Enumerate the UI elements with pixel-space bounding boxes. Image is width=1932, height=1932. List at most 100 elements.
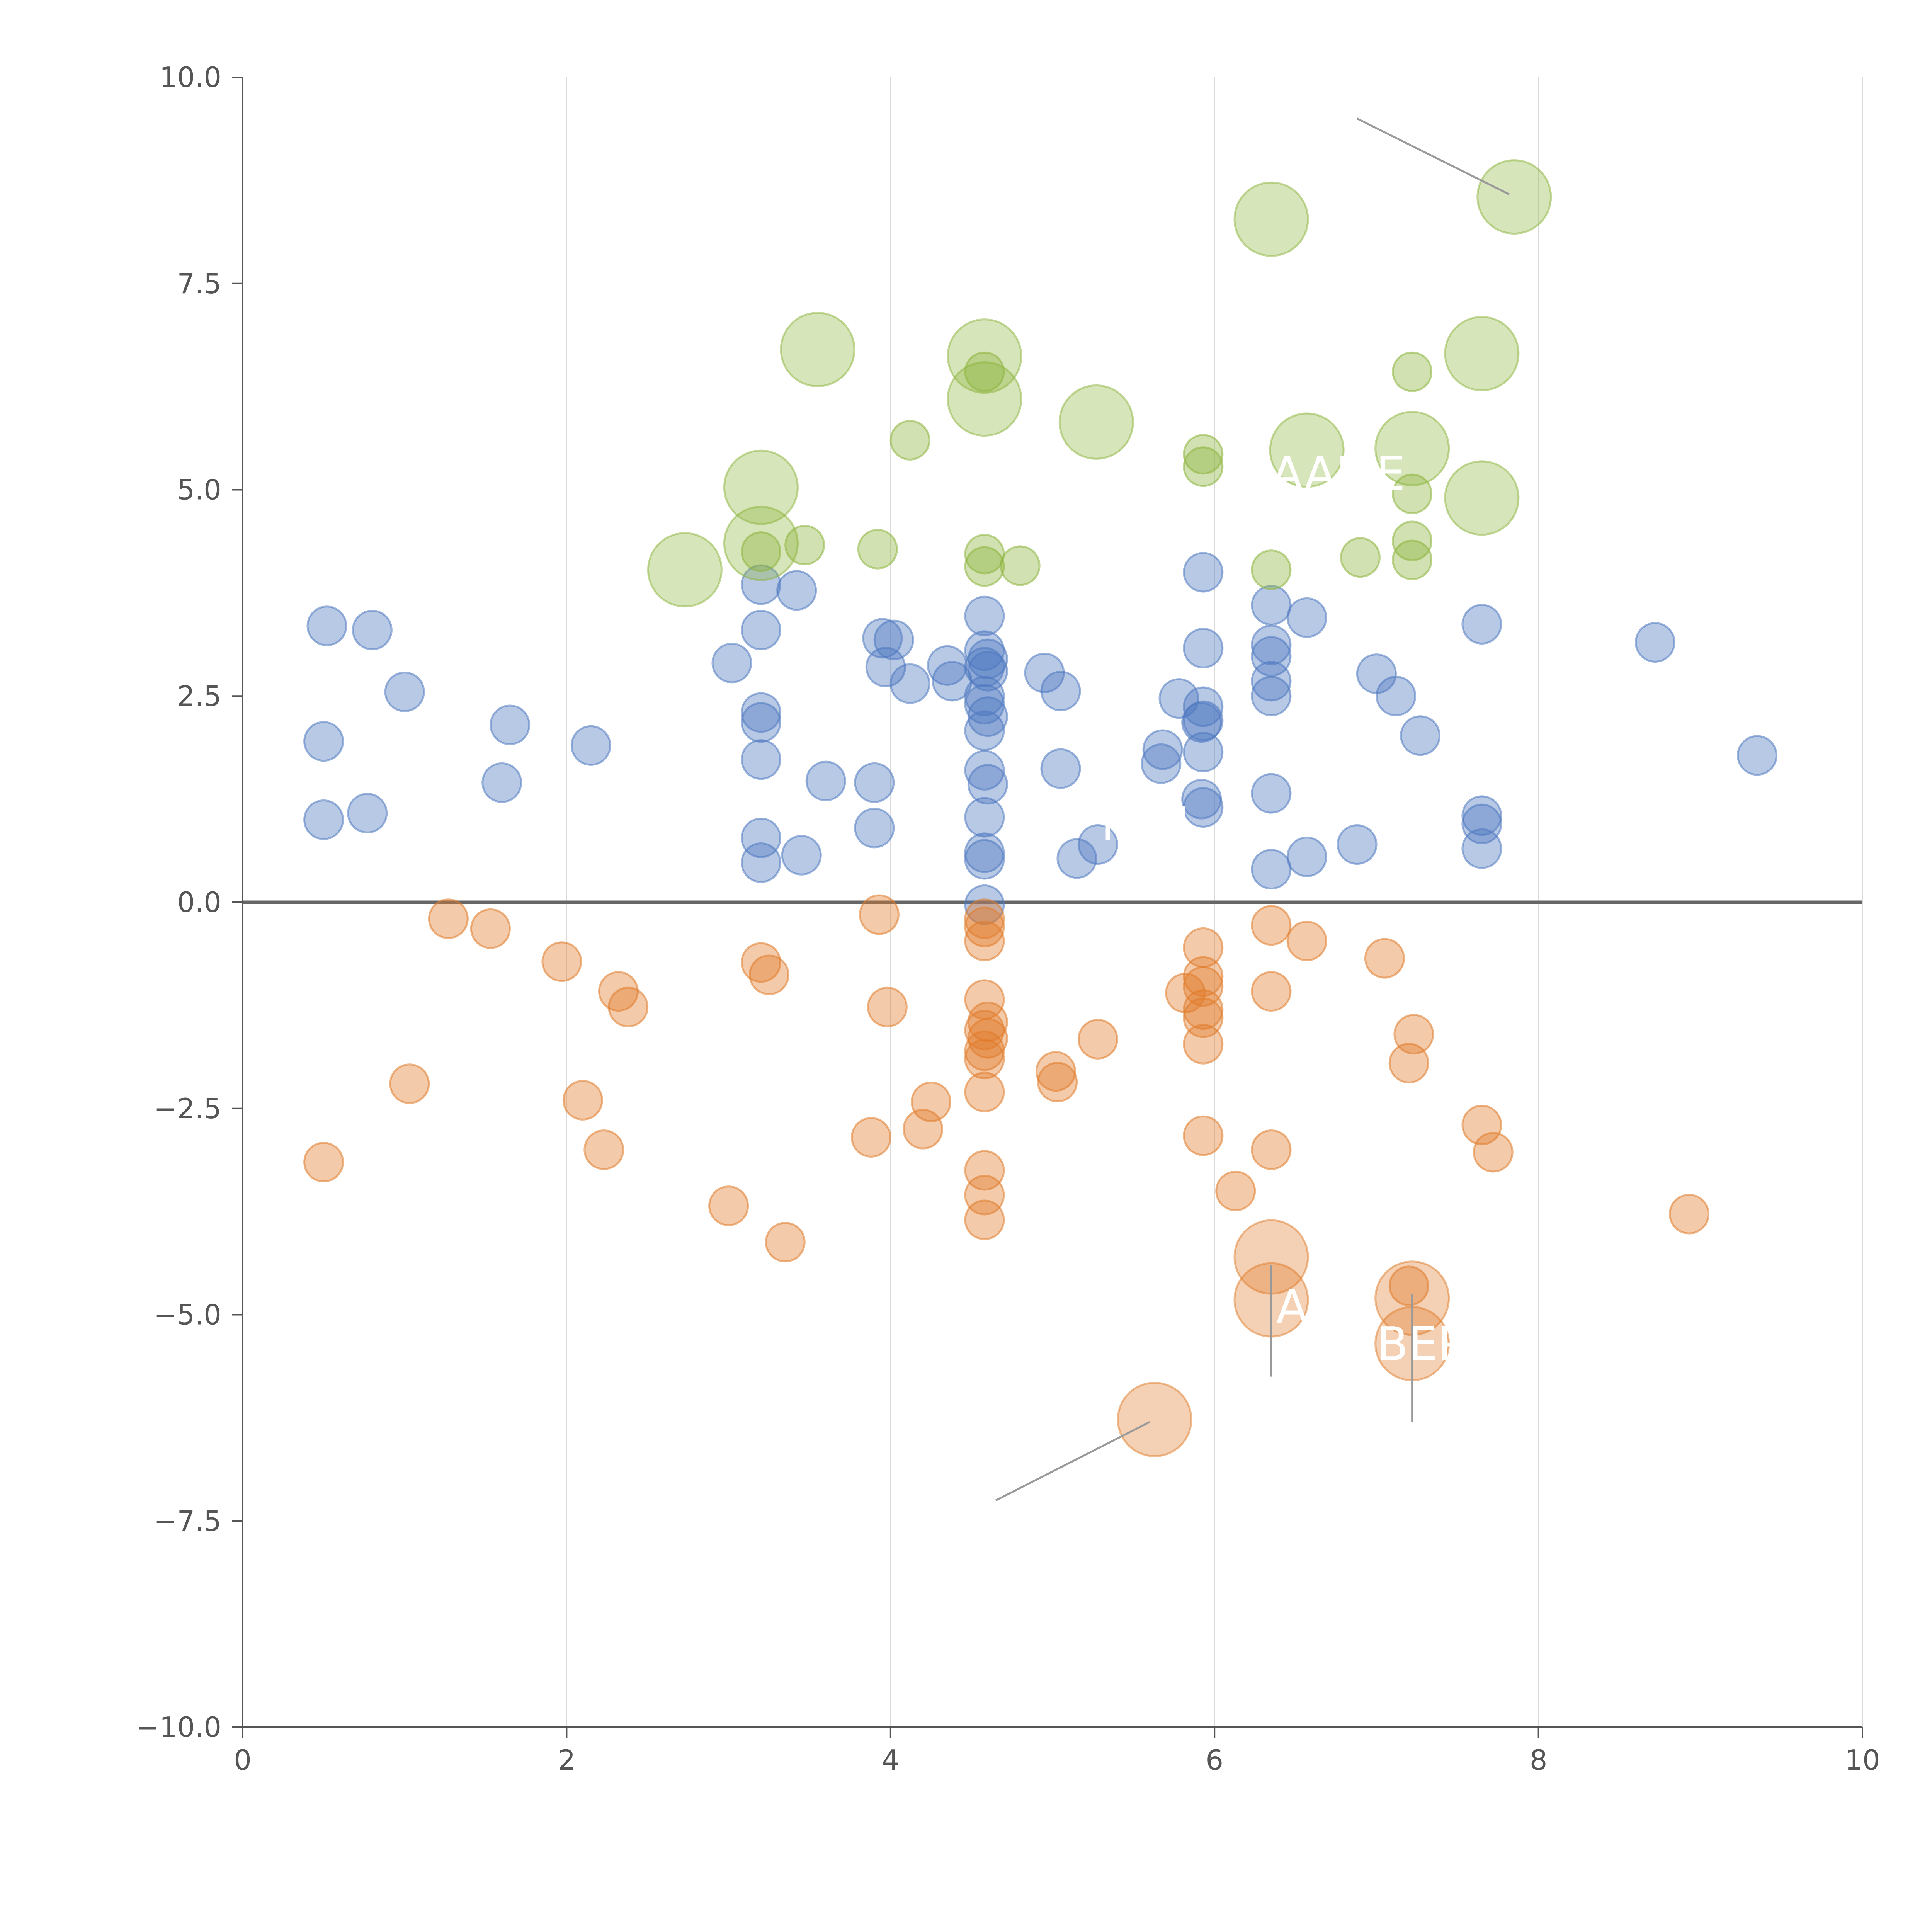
blue-point [805,760,846,801]
green-point [1340,537,1381,578]
blue-point [1251,773,1292,814]
orange-point [428,898,469,939]
green-large-point [1233,181,1309,257]
orange-point [964,1150,1005,1191]
y-tick-label: 7.5 [177,267,221,300]
blue-point [303,799,344,840]
annotation-label: MIN [1101,798,1190,852]
leader-lines [995,117,1510,1502]
orange-point [1183,966,1224,1007]
annotation-label: BEP [1376,1318,1466,1371]
orange-point [1215,1170,1256,1211]
orange-point [867,986,908,1027]
blue-point [490,704,531,745]
blue-point [964,884,1005,925]
blue-point [854,762,895,803]
blue-point [740,842,781,883]
green-point [1183,434,1224,475]
blue-point [740,564,781,605]
orange-point [1461,1104,1502,1145]
blue-point [481,762,522,803]
orange-point [1668,1194,1709,1235]
green-point [1000,545,1041,586]
green-point [1251,549,1292,590]
blue-point [964,750,1005,791]
orange-point [303,1142,344,1183]
blue-point [1056,838,1097,879]
blue-point [964,797,1005,838]
orange-point [1183,956,1224,997]
blue-point [740,609,781,650]
green-large-point [723,505,799,581]
blue-point [1183,787,1224,828]
y-tick-label: 2.5 [177,680,221,712]
orange-point [964,906,1005,947]
orange-point [562,1080,603,1121]
y-tick-label: −7.5 [154,1505,221,1537]
orange-point [1077,1019,1118,1060]
orange-point [911,1082,952,1122]
y-tick-label: −10.0 [136,1711,221,1743]
green-large-point [1444,460,1520,536]
orange-point [903,1109,944,1150]
green-point [857,529,898,570]
blue-point [854,808,895,849]
blue-point [1461,795,1502,836]
blue-point [1376,675,1417,716]
blue-point [740,692,781,733]
y-tick-label: −5.0 [154,1299,221,1331]
orange-point [964,1071,1005,1112]
green-large-point [947,318,1022,394]
blue-point [1183,628,1224,668]
blue-point [1337,824,1378,865]
blue-point [1634,622,1675,663]
blue-point [776,570,817,611]
orange-point [389,1063,430,1104]
blue-point [1251,675,1292,716]
green-large-point [1374,411,1450,486]
orange-point [608,986,649,1027]
x-tick-label: 8 [1530,1744,1548,1776]
blue-point [1141,743,1182,784]
orange-point [967,1018,1008,1059]
blue-point [1461,803,1502,844]
orange-point [964,1039,1005,1080]
blue-point [964,675,1005,716]
orange-point [964,1199,1005,1240]
green-point [1392,351,1433,392]
x-tick-label: 6 [1206,1744,1223,1776]
orange-point [765,1222,806,1263]
green-large-point [1058,384,1134,460]
axes: 0 2 4 6 8 10 10.0 7.5 5.0 2.5 0.0 −2.5 −5.0 −7.5 −10.0 [136,61,1880,1776]
green-point [1183,446,1224,487]
orange-point [964,1030,1005,1071]
orange-point [1251,971,1292,1012]
green-large-point [780,312,855,388]
orange-point [708,1185,749,1226]
blue-point [967,696,1008,737]
blue-point [1077,824,1118,865]
blue-point [1461,828,1502,869]
green-large-point [723,449,799,525]
blue-point [1183,700,1224,741]
blue-point [1181,702,1222,743]
orange-point [1251,905,1292,946]
blue-point [964,595,1005,636]
orange-point [583,1129,624,1170]
annotation-label: AAME [1271,447,1405,501]
green-large-point [647,532,723,608]
blue-point [1251,849,1292,890]
y-tick-label: −2.5 [154,1092,221,1125]
orange-large-point [1117,1382,1192,1458]
blue-point [927,645,968,686]
orange-point [1183,1024,1224,1065]
annotation-label: AQR [1276,1281,1376,1334]
orange-point [541,941,582,982]
blue-point [964,839,1005,880]
data-points [303,159,1778,1458]
y-tick-label: 0.0 [177,886,221,918]
blue-point [740,739,781,780]
blue-point [1286,837,1327,878]
